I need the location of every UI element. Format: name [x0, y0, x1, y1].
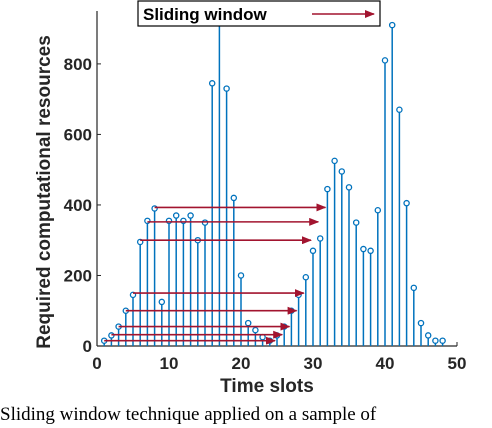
stem-marker: [223, 85, 230, 92]
stem-marker: [187, 212, 194, 219]
x-tick-label: 10: [160, 354, 179, 373]
y-tick-label: 0: [83, 337, 92, 356]
stem-marker: [367, 247, 374, 255]
stem-marker: [309, 247, 317, 255]
y-tick-label: 400: [64, 196, 92, 215]
y-tick-label: 600: [64, 125, 92, 144]
stem-marker: [381, 57, 389, 64]
x-tick-label: 0: [92, 354, 101, 373]
stem-marker: [252, 326, 259, 334]
stem-marker: [302, 273, 310, 281]
stem-marker: [439, 337, 446, 344]
x-tick-label: 20: [232, 354, 251, 373]
y-axis-label: Required computational resources: [34, 35, 55, 349]
stem-marker: [410, 284, 418, 292]
x-axis-label: Time slots: [220, 376, 314, 397]
sliding-arrows: [104, 203, 327, 345]
stem-marker: [338, 168, 346, 175]
axes: [96, 11, 458, 347]
y-tick-label: 200: [64, 266, 92, 285]
stem-marker: [230, 194, 238, 202]
stem-marker: [158, 298, 166, 306]
stem-marker: [417, 319, 425, 327]
stem-marker: [360, 245, 367, 253]
stem-marker: [316, 235, 324, 242]
stem-marker: [424, 332, 432, 339]
stem-marker: [244, 319, 252, 327]
x-tick-label: 30: [304, 354, 323, 373]
stem-marker: [388, 21, 396, 29]
x-tick-label: 40: [376, 354, 395, 373]
stem-marker: [403, 199, 410, 207]
stem-marker: [432, 337, 439, 344]
y-tick-label: 800: [64, 55, 92, 74]
stem-chart: 0 10 20 30 40 50 0 200 400 600 800 Time slots Requ…: [34, 0, 467, 397]
stem-marker: [208, 80, 216, 87]
stem-marker: [237, 272, 245, 279]
stem-marker: [345, 184, 353, 191]
legend-label: Sliding window: [143, 5, 267, 24]
legend: Sliding window: [137, 0, 381, 27]
stem-marker: [396, 106, 403, 113]
stem-marker: [374, 206, 382, 214]
stems: [100, 18, 446, 346]
stem-marker: [324, 185, 331, 193]
stem-marker: [352, 219, 360, 226]
tick-labels: 0 10 20 30 40 50 0 200 400 600 800: [64, 55, 467, 373]
x-tick-label: 50: [448, 354, 467, 373]
figure-caption: Sliding window technique applied on a sa…: [0, 404, 377, 425]
stem-marker: [172, 212, 180, 219]
stem-marker: [331, 157, 338, 165]
